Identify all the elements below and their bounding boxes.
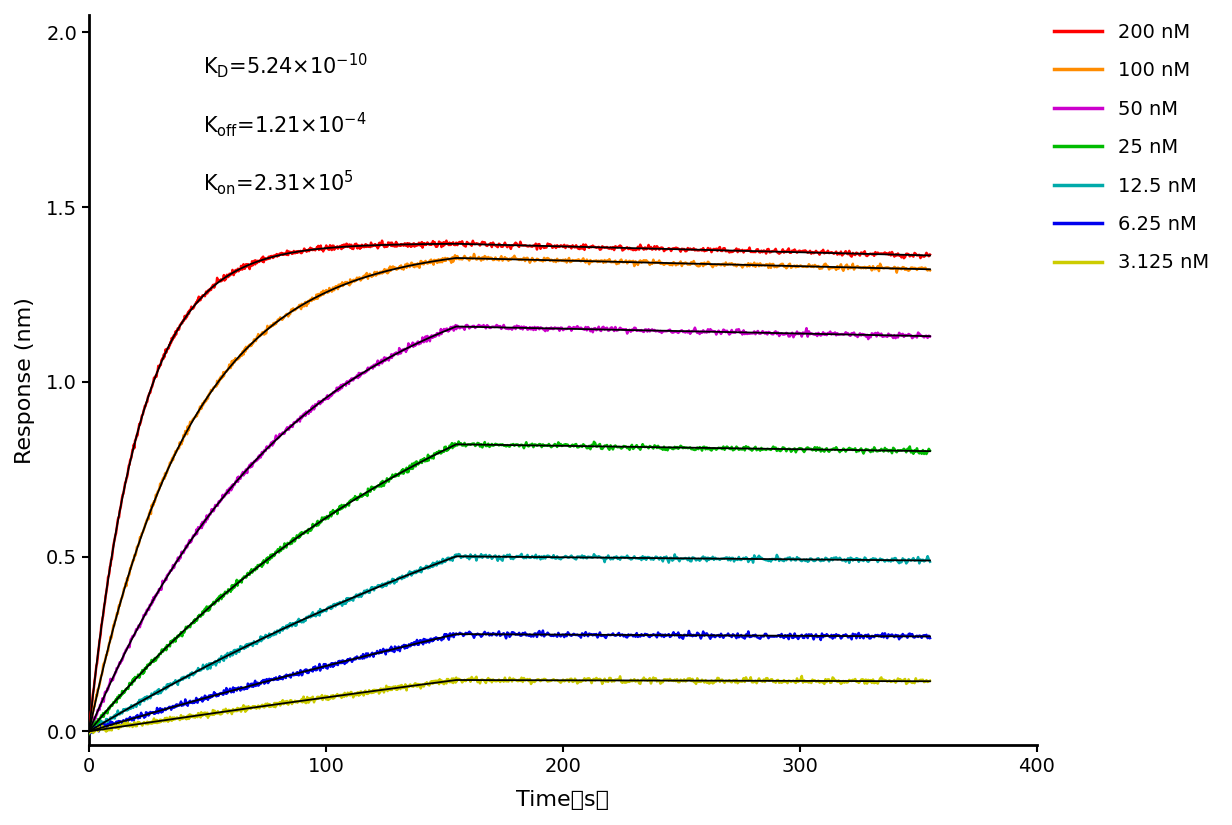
100 nM (552, 255, 567, 265)
12.5 nM (352, 590, 367, 600)
12.5 nM (330, 598, 345, 608)
3.125 nM (552, 676, 567, 686)
3.125 nM (81, 728, 96, 738)
100 nM (663, 260, 678, 270)
200 nM (439, 236, 453, 246)
50 nM (663, 325, 678, 335)
25 nM (923, 446, 938, 455)
12.5 nM (685, 553, 700, 563)
Line: 200 nM: 200 nM (89, 241, 930, 731)
200 nM (81, 726, 96, 736)
6.25 nM (352, 653, 367, 663)
3.125 nM (795, 671, 809, 681)
25 nM (663, 443, 678, 453)
200 nM (923, 250, 938, 260)
3.125 nM (684, 676, 699, 686)
50 nM (684, 327, 699, 337)
100 nM (467, 249, 482, 259)
6.25 nM (685, 631, 700, 641)
12.5 nM (553, 554, 568, 564)
25 nM (329, 505, 344, 515)
100 nM (351, 273, 366, 283)
12.5 nM (145, 689, 160, 699)
200 nM (663, 244, 678, 254)
25 nM (81, 729, 96, 739)
25 nM (144, 655, 159, 665)
25 nM (351, 492, 366, 502)
Text: K$_{\mathrm{on}}$=2.31×10$^{5}$: K$_{\mathrm{on}}$=2.31×10$^{5}$ (203, 168, 354, 197)
100 nM (81, 724, 96, 734)
50 nM (552, 326, 567, 336)
Line: 12.5 nM: 12.5 nM (89, 554, 930, 733)
25 nM (684, 444, 699, 454)
Legend: 200 nM, 100 nM, 50 nM, 25 nM, 12.5 nM, 6.25 nM, 3.125 nM: 200 nM, 100 nM, 50 nM, 25 nM, 12.5 nM, 6… (1046, 15, 1217, 281)
6.25 nM (83, 728, 97, 738)
50 nM (144, 599, 159, 609)
3.125 nM (923, 676, 938, 686)
3.125 nM (663, 674, 678, 684)
6.25 nM (145, 708, 160, 718)
100 nM (329, 281, 344, 291)
12.5 nM (85, 728, 100, 738)
Line: 25 nM: 25 nM (89, 441, 930, 734)
200 nM (351, 240, 366, 250)
200 nM (144, 383, 159, 393)
Line: 3.125 nM: 3.125 nM (89, 676, 930, 733)
200 nM (684, 244, 699, 254)
50 nM (472, 320, 487, 330)
200 nM (329, 243, 344, 252)
12.5 nM (923, 557, 938, 567)
25 nM (552, 441, 567, 450)
100 nM (684, 257, 699, 267)
6.25 nM (536, 625, 551, 635)
50 nM (923, 332, 938, 342)
12.5 nM (664, 553, 679, 563)
Y-axis label: Response (nm): Response (nm) (15, 297, 34, 464)
200 nM (552, 242, 567, 252)
6.25 nM (330, 658, 345, 668)
3.125 nM (145, 717, 160, 727)
100 nM (923, 266, 938, 276)
X-axis label: Time（s）: Time（s） (516, 790, 610, 810)
3.125 nM (86, 728, 101, 738)
Line: 50 nM: 50 nM (89, 325, 930, 733)
50 nM (351, 368, 366, 378)
6.25 nM (664, 631, 679, 641)
Line: 100 nM: 100 nM (89, 254, 930, 729)
3.125 nM (352, 688, 367, 698)
100 nM (144, 501, 159, 511)
6.25 nM (923, 633, 938, 643)
Text: K$_{\mathrm{D}}$=5.24×10$^{-10}$: K$_{\mathrm{D}}$=5.24×10$^{-10}$ (203, 51, 367, 80)
50 nM (329, 383, 344, 393)
12.5 nM (514, 549, 529, 559)
6.25 nM (81, 727, 96, 737)
3.125 nM (330, 689, 345, 699)
12.5 nM (81, 728, 96, 738)
Line: 6.25 nM: 6.25 nM (89, 630, 930, 733)
25 nM (451, 436, 466, 446)
Text: K$_{\mathrm{off}}$=1.21×10$^{-4}$: K$_{\mathrm{off}}$=1.21×10$^{-4}$ (203, 110, 366, 139)
6.25 nM (553, 631, 568, 641)
50 nM (81, 728, 96, 738)
